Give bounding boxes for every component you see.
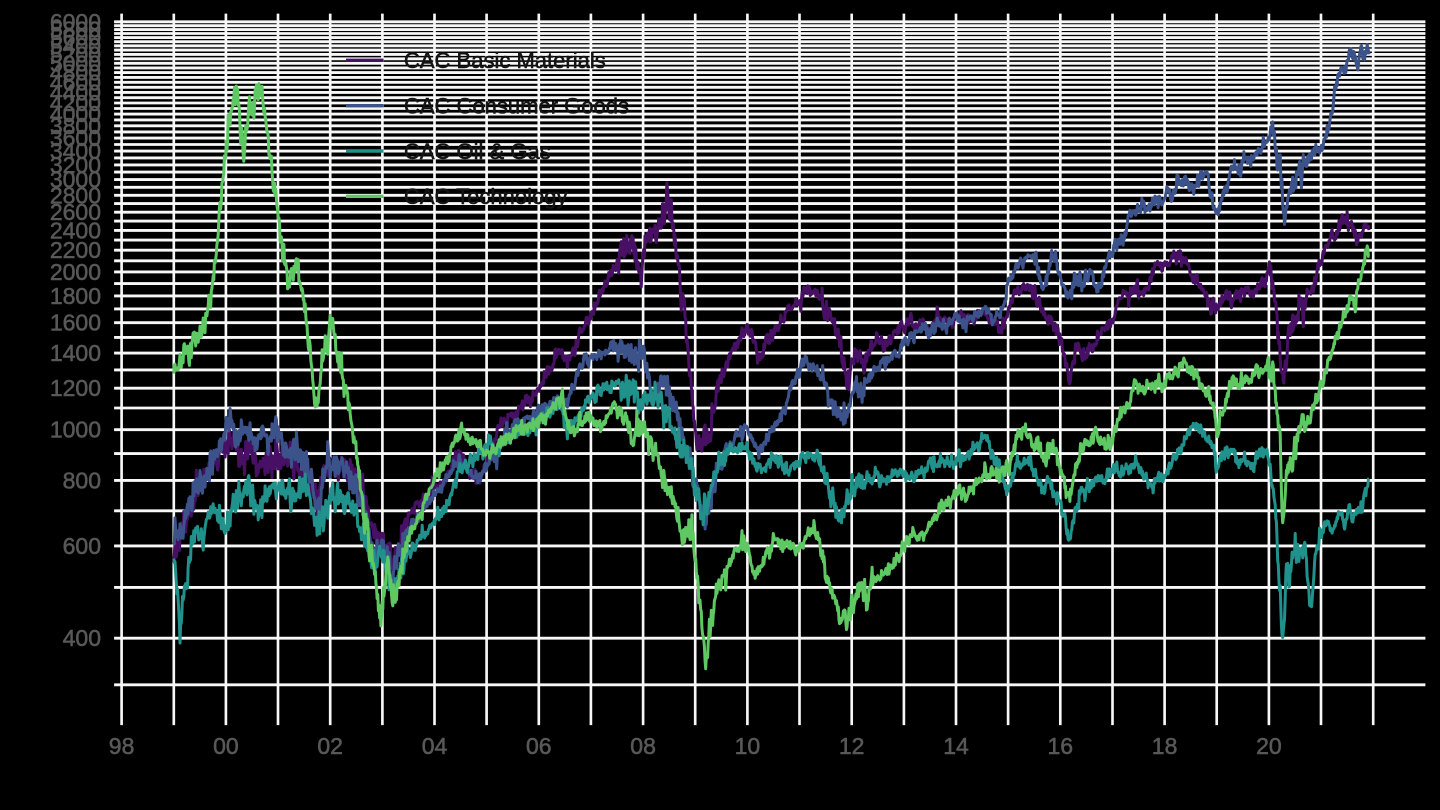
svg-text:3200: 3200 — [50, 152, 101, 178]
svg-text:4800: 4800 — [50, 60, 101, 86]
svg-text:5200: 5200 — [50, 41, 101, 67]
svg-text:5800: 5800 — [50, 17, 101, 43]
svg-text:4200: 4200 — [50, 90, 101, 116]
svg-text:5400: 5400 — [50, 33, 101, 59]
svg-text:2800: 2800 — [50, 182, 101, 208]
svg-text:CAC Oil & Gas: CAC Oil & Gas — [404, 139, 551, 164]
svg-text:98: 98 — [109, 733, 135, 759]
svg-text:1200: 1200 — [50, 375, 101, 401]
svg-text:6000: 6000 — [50, 9, 101, 35]
svg-text:14: 14 — [943, 733, 969, 759]
svg-text:16: 16 — [1048, 733, 1074, 759]
svg-text:1600: 1600 — [50, 310, 101, 336]
svg-text:3800: 3800 — [50, 113, 101, 139]
svg-text:CAC Technology: CAC Technology — [404, 184, 567, 209]
svg-text:18: 18 — [1152, 733, 1178, 759]
svg-text:2400: 2400 — [50, 217, 101, 243]
svg-text:04: 04 — [422, 733, 448, 759]
svg-text:2200: 2200 — [50, 237, 101, 263]
svg-text:5000: 5000 — [50, 50, 101, 76]
svg-text:5600: 5600 — [50, 25, 101, 51]
svg-text:3000: 3000 — [50, 167, 101, 193]
svg-text:2000: 2000 — [50, 259, 101, 285]
svg-text:4400: 4400 — [50, 79, 101, 105]
svg-text:06: 06 — [526, 733, 552, 759]
svg-text:00: 00 — [213, 733, 239, 759]
svg-text:CAC Consumer Goods: CAC Consumer Goods — [404, 94, 629, 119]
svg-text:1400: 1400 — [50, 340, 101, 366]
svg-text:10: 10 — [735, 733, 761, 759]
svg-text:400: 400 — [63, 625, 101, 651]
svg-text:12: 12 — [839, 733, 865, 759]
svg-text:02: 02 — [317, 733, 343, 759]
svg-text:4600: 4600 — [50, 69, 101, 95]
svg-text:2600: 2600 — [50, 199, 101, 225]
svg-text:1000: 1000 — [50, 417, 101, 443]
svg-text:800: 800 — [63, 467, 101, 493]
svg-text:CAC Basic Materials: CAC Basic Materials — [404, 48, 606, 73]
svg-text:08: 08 — [630, 733, 656, 759]
svg-text:600: 600 — [63, 533, 101, 559]
svg-text:20: 20 — [1256, 733, 1282, 759]
svg-text:3400: 3400 — [50, 138, 101, 164]
svg-text:1800: 1800 — [50, 283, 101, 309]
svg-text:3600: 3600 — [50, 125, 101, 151]
svg-text:4000: 4000 — [50, 101, 101, 127]
